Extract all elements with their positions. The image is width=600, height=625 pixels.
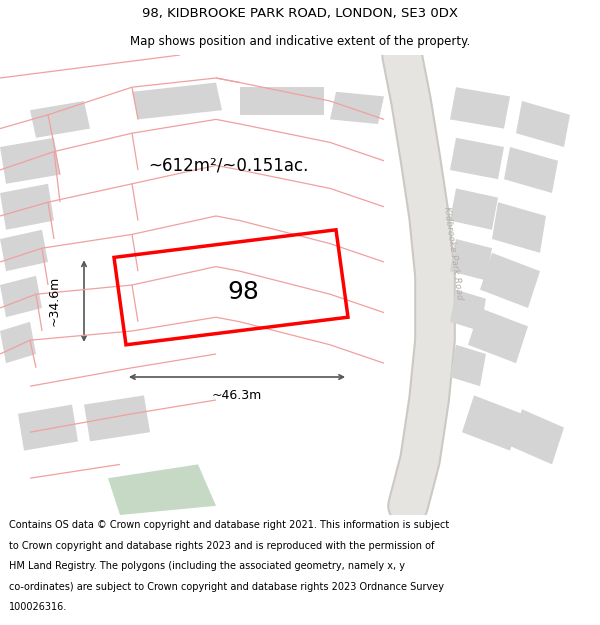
Text: 98, KIDBROOKE PARK ROAD, LONDON, SE3 0DX: 98, KIDBROOKE PARK ROAD, LONDON, SE3 0DX: [142, 8, 458, 20]
Polygon shape: [468, 308, 528, 363]
Text: ~34.6m: ~34.6m: [47, 276, 61, 326]
Polygon shape: [0, 276, 42, 318]
Polygon shape: [132, 82, 222, 119]
Polygon shape: [0, 184, 54, 230]
Polygon shape: [0, 322, 36, 363]
Polygon shape: [504, 147, 558, 193]
Text: HM Land Registry. The polygons (including the associated geometry, namely x, y: HM Land Registry. The polygons (includin…: [9, 561, 405, 571]
Polygon shape: [450, 239, 492, 281]
Polygon shape: [450, 138, 504, 179]
Text: ~612m²/~0.151ac.: ~612m²/~0.151ac.: [148, 156, 308, 174]
Polygon shape: [450, 188, 498, 230]
Text: 98: 98: [227, 280, 259, 304]
Polygon shape: [510, 409, 564, 464]
Polygon shape: [30, 101, 90, 138]
Text: co-ordinates) are subject to Crown copyright and database rights 2023 Ordnance S: co-ordinates) are subject to Crown copyr…: [9, 581, 444, 591]
Polygon shape: [450, 88, 510, 129]
Polygon shape: [462, 396, 522, 451]
Polygon shape: [492, 202, 546, 252]
Polygon shape: [450, 289, 486, 331]
Polygon shape: [240, 88, 324, 115]
Polygon shape: [450, 345, 486, 386]
Polygon shape: [18, 404, 78, 451]
Text: Map shows position and indicative extent of the property.: Map shows position and indicative extent…: [130, 35, 470, 48]
Polygon shape: [84, 396, 150, 441]
Polygon shape: [108, 464, 216, 515]
Polygon shape: [0, 230, 48, 271]
Text: 100026316.: 100026316.: [9, 602, 67, 612]
Text: ~46.3m: ~46.3m: [212, 389, 262, 402]
Text: Contains OS data © Crown copyright and database right 2021. This information is : Contains OS data © Crown copyright and d…: [9, 521, 449, 531]
Polygon shape: [480, 253, 540, 308]
Polygon shape: [330, 92, 384, 124]
Text: to Crown copyright and database rights 2023 and is reproduced with the permissio: to Crown copyright and database rights 2…: [9, 541, 434, 551]
Text: Kidbrooke Park Road: Kidbrooke Park Road: [442, 206, 464, 300]
Polygon shape: [0, 138, 60, 184]
Polygon shape: [516, 101, 570, 147]
